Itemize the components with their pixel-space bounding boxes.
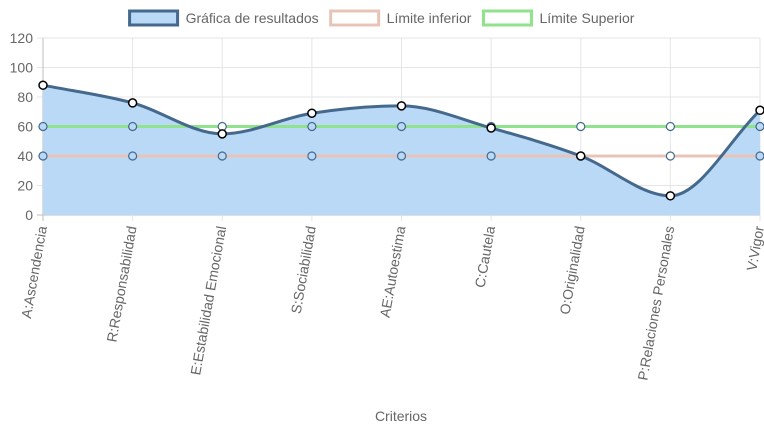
chart-series [38, 80, 764, 215]
y-tick-label: 80 [17, 89, 33, 105]
point-limite-inferior-a-ascendencia[interactable] [38, 151, 48, 161]
y-tick-label: 60 [17, 119, 33, 135]
point-limite-inferior-c-cautela[interactable] [486, 151, 496, 161]
point-grafica-de-resultados-e-estabilidad-emocional[interactable] [217, 129, 227, 139]
x-tick-label-o-originalidad: O:Originalidad [556, 225, 587, 316]
point-limite-superior-s-sociabilidad[interactable] [307, 121, 317, 132]
point-limite-superior-r-responsabilidad[interactable] [128, 121, 138, 132]
point-grafica-de-resultados-c-cautela[interactable] [486, 123, 496, 133]
point-limite-superior-p-relaciones-personales[interactable] [665, 121, 675, 132]
point-limite-inferior-r-responsabilidad[interactable] [128, 151, 138, 161]
x-tick-label-a-ascendencia: A:Ascendencia [18, 225, 50, 320]
legend-swatch [481, 9, 533, 27]
chart-legend[interactable]: Gráfica de resultados Límite inferior Lími… [128, 9, 635, 27]
x-axis-title: Criterios [375, 408, 427, 424]
point-limite-inferior-e-estabilidad-emocional[interactable] [217, 151, 227, 161]
point-grafica-de-resultados-v-vigor[interactable] [755, 105, 764, 116]
x-tick-label-r-responsabilidad: R:Responsabilidad [103, 225, 139, 344]
point-limite-superior-v-vigor[interactable] [755, 121, 764, 132]
point-limite-superior-a-ascendencia[interactable] [38, 121, 48, 132]
y-axis-ticks: 0 20 40 60 80 100 120 [10, 30, 34, 223]
legend-item-grafica-de-resultados[interactable]: Gráfica de resultados [128, 9, 319, 27]
legend-item-limite-inferior[interactable]: Límite inferior [329, 9, 472, 27]
y-tick-label: 20 [17, 178, 33, 194]
y-tick-label: 120 [10, 30, 34, 46]
x-tick-label-v-vigor: V:Vigor [743, 224, 764, 272]
point-grafica-de-resultados-o-originalidad[interactable] [576, 151, 586, 161]
series-area-grafica-de-resultados [43, 85, 760, 215]
x-axis-ticks: A:Ascendencia R:Responsabilidad E:Estabili… [18, 224, 764, 381]
y-tick-label: 100 [10, 60, 34, 76]
x-tick-label-c-cautela: C:Cautela [472, 225, 499, 289]
x-tick-label-s-sociabilidad: S:Sociabilidad [288, 225, 319, 315]
point-grafica-de-resultados-s-sociabilidad[interactable] [307, 108, 317, 118]
point-limite-superior-ae-autoestima[interactable] [396, 121, 407, 132]
point-grafica-de-resultados-p-relaciones-personales[interactable] [665, 191, 676, 201]
point-grafica-de-resultados-a-ascendencia[interactable] [38, 80, 48, 90]
legend-label: Gráfica de resultados [186, 10, 319, 26]
y-tick-label: 0 [25, 207, 33, 223]
point-limite-superior-o-originalidad[interactable] [576, 121, 586, 132]
y-tick-label: 40 [17, 148, 33, 164]
point-limite-inferior-ae-autoestima[interactable] [396, 151, 407, 161]
legend-item-limite-superior[interactable]: Límite Superior [481, 9, 635, 27]
point-grafica-de-resultados-r-responsabilidad[interactable] [127, 98, 138, 108]
legend-swatch [329, 9, 381, 27]
point-limite-inferior-s-sociabilidad[interactable] [307, 151, 317, 161]
legend-label: Límite inferior [387, 10, 472, 26]
legend-label: Límite Superior [539, 10, 634, 26]
point-grafica-de-resultados-ae-autoestima[interactable] [396, 101, 407, 111]
x-tick-label-ae-autoestima: AE:Autoestima [377, 225, 409, 319]
x-tick-label-p-relaciones-personales: P:Relaciones Personales [634, 225, 677, 382]
x-tick-label-e-estabilidad-emocional: E:Estabilidad Emocional [187, 225, 229, 376]
legend-swatch [128, 9, 180, 27]
point-limite-inferior-v-vigor[interactable] [755, 151, 764, 161]
point-limite-inferior-p-relaciones-personales[interactable] [665, 151, 675, 161]
